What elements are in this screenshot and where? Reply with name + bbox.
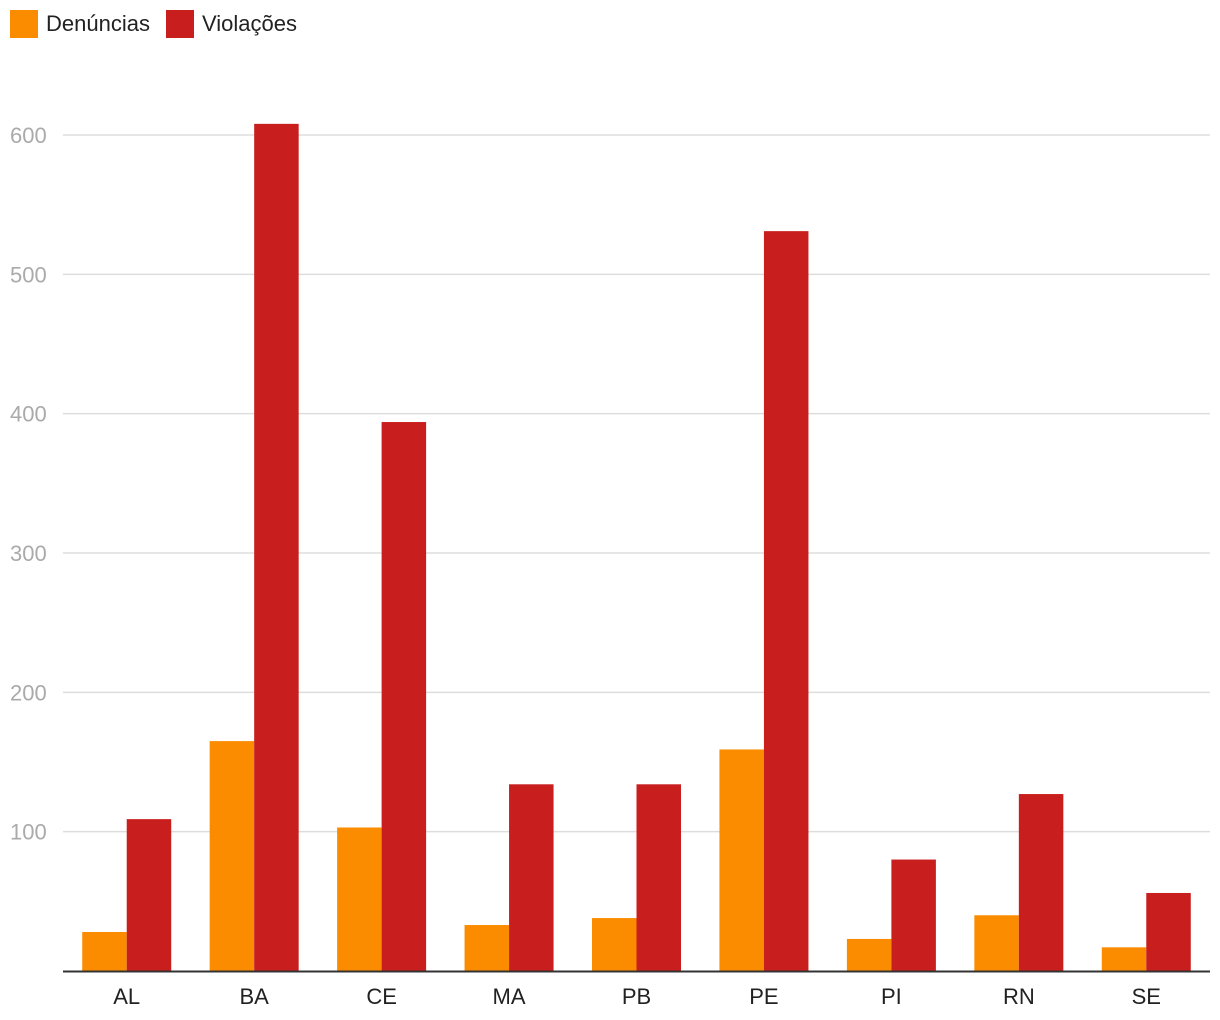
- legend-item-denuncias: Denúncias: [10, 10, 150, 38]
- legend-swatch-violacoes: [165, 10, 194, 38]
- bar-denuncias-ce: [337, 827, 382, 971]
- legend-item-violacoes: Violações: [165, 10, 297, 38]
- x-tick-label: PE: [749, 984, 778, 1009]
- x-tick-label: PB: [622, 984, 651, 1009]
- bar-violacoes-pb: [636, 784, 681, 971]
- bar-violacoes-ma: [509, 784, 554, 971]
- bars-layer: [82, 123, 1191, 971]
- legend-label-denuncias: Denúncias: [46, 11, 150, 36]
- x-tick-label: SE: [1132, 984, 1161, 1009]
- bar-denuncias-ba: [209, 741, 255, 971]
- bar-denuncias-pe: [719, 749, 764, 971]
- legend-label-violacoes: Violações: [201, 11, 297, 36]
- bar-violacoes-ba: [254, 123, 299, 971]
- bar-denuncias-se: [1101, 947, 1147, 971]
- legend: Denúncias Violações: [10, 10, 297, 38]
- x-tick-label: BA: [239, 984, 269, 1009]
- bar-violacoes-se: [1146, 892, 1191, 971]
- bar-denuncias-rn: [974, 915, 1019, 971]
- x-tick-label: AL: [113, 984, 140, 1009]
- axis-layer: 100 200 300 400 500 600 AL BA CE MA PB PE PI RN SE: [10, 123, 1210, 1009]
- bar-denuncias-ma: [464, 925, 510, 971]
- y-tick-label: 500: [10, 262, 47, 287]
- y-tick-label: 300: [10, 541, 47, 566]
- bar-violacoes-rn: [1018, 794, 1064, 971]
- bar-violacoes-pe: [763, 231, 809, 971]
- bar-violacoes-ce: [381, 422, 427, 971]
- bar-denuncias-al: [82, 931, 127, 971]
- bar-violacoes-al: [126, 819, 172, 971]
- y-tick-label: 400: [10, 402, 47, 427]
- bar-denuncias-pi: [846, 938, 892, 971]
- x-tick-label: RN: [1003, 984, 1035, 1009]
- x-tick-label: CE: [366, 984, 397, 1009]
- legend-swatch-denuncias: [10, 10, 38, 38]
- bar-violacoes-pi: [891, 859, 936, 971]
- x-tick-label: MA: [493, 984, 526, 1009]
- grid-layer: [63, 134, 1210, 833]
- y-tick-label: 100: [10, 820, 47, 845]
- x-tick-label: PI: [881, 984, 902, 1009]
- y-tick-label: 600: [10, 123, 47, 148]
- y-tick-label: 200: [10, 680, 47, 705]
- bar-denuncias-pb: [592, 918, 637, 971]
